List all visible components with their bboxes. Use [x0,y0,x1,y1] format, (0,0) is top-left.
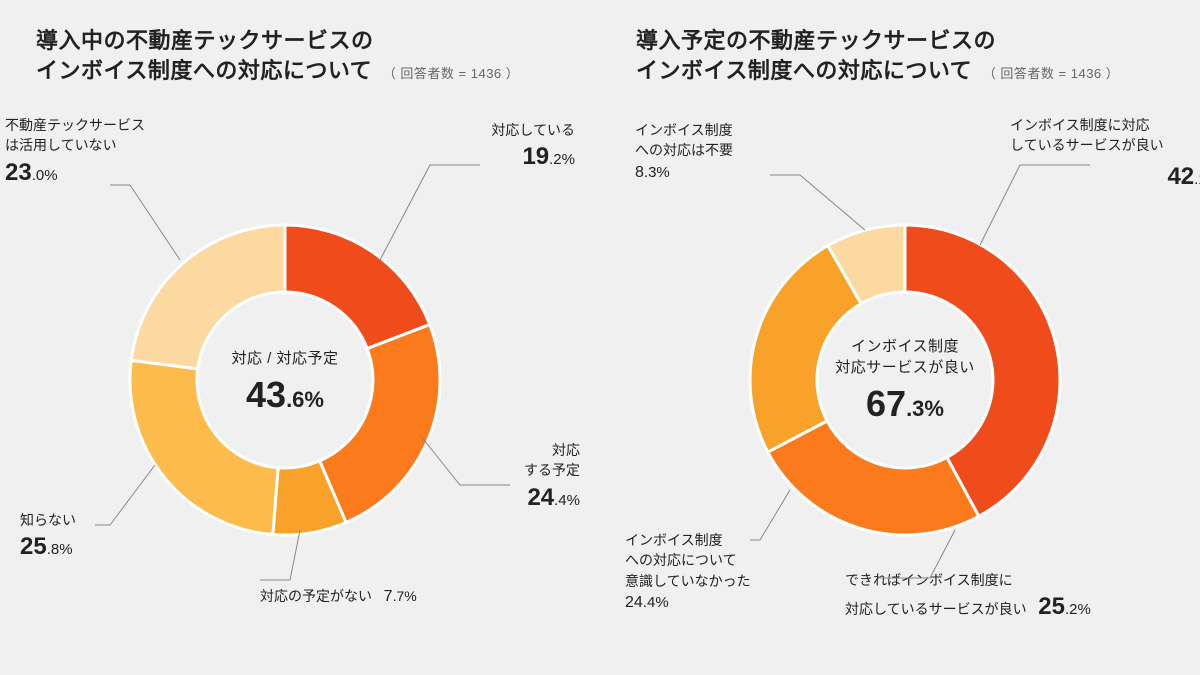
left-slice-4-dec: .0 [32,167,45,184]
donut-slice [768,421,979,535]
right-center-dec: .3 [906,396,924,421]
left-chart: 対応 / 対応予定 43.6% 対応している 19.2% 対応 する予定 [0,130,600,650]
right-title: 導入予定の不動産テックサービスの インボイス制度への対応について （ 回答者数 … [636,26,1119,85]
left-slice-3-label: 知らない 25.8% [20,510,170,565]
right-slice-3-sign: % [656,164,669,181]
left-title-line2-text: インボイス制度への対応について [36,58,372,83]
right-slice-0-pct: 42.1% [1010,160,1200,195]
left-slice-4-text-a: 不動産テックサービス [5,115,205,135]
right-center-pct: % [924,396,944,421]
right-slice-2-dec: .4 [643,594,656,611]
left-title: 導入中の不動産テックサービスの インボイス制度への対応について （ 回答者数 =… [36,26,519,85]
left-slice-0-pct: 19.2% [405,140,575,175]
right-center-top2: 対応サービスが良い [815,356,995,377]
left-slice-1-int: 24 [527,484,554,511]
left-title-line1: 導入中の不動産テックサービスの [36,26,519,56]
left-center-dec: .6 [286,387,304,412]
left-center-top: 対応 / 対応予定 [200,347,370,368]
left-slice-0-sign: % [562,151,575,168]
left-respondents: （ 回答者数 = 1436 ） [383,66,519,81]
right-slice-1-text-a: できればインボイス制度に [845,570,1200,590]
left-slice-0-label: 対応している 19.2% [405,120,575,175]
right-slice-2-text-c: 意識していなかった [625,571,805,591]
left-slice-3-int: 25 [20,533,47,560]
right-slice-2-text-a: インボイス制度 [625,530,805,550]
left-slice-1-dec: .4 [554,492,567,509]
page: 導入中の不動産テックサービスの インボイス制度への対応について （ 回答者数 =… [0,0,1200,675]
left-slice-3-dec: .8 [47,541,60,558]
donut-slice [285,225,430,349]
right-slice-0-int: 42 [1167,163,1194,190]
right-panel: 導入予定の不動産テックサービスの インボイス制度への対応について （ 回答者数 … [600,0,1200,675]
right-slice-0-text-a: インボイス制度に対応 [1010,115,1200,135]
left-slice-0-text: 対応している [405,120,575,140]
right-center-top1: インボイス制度 [815,335,995,356]
left-title-line2: インボイス制度への対応について （ 回答者数 = 1436 ） [36,56,519,86]
left-slice-2-int: 7 [384,588,393,605]
right-slice-3-text-b: への対応は不要 [635,140,795,160]
left-slice-2-dec: .7 [393,588,405,604]
left-slice-2-sign: % [404,588,416,604]
left-slice-1-pct: 24.4% [430,481,580,516]
left-slice-4-text-b: は活用していない [5,135,205,155]
right-chart: インボイス制度 対応サービスが良い 67.3% インボイス制度に対応 しているサ… [600,130,1200,650]
right-center-value: 67.3% [815,383,995,425]
right-slice-2-text-b: への対応について [625,550,805,570]
left-center-int: 43 [246,374,286,415]
right-slice-2-sign: % [655,594,668,611]
right-slice-2-label: インボイス制度 への対応について 意識していなかった 24.4% [625,530,805,614]
left-slice-4-int: 23 [5,159,32,186]
left-slice-4-label: 不動産テックサービス は活用していない 23.0% [5,115,205,190]
right-center-int: 67 [866,383,906,424]
right-slice-0-text-b: しているサービスが良い [1010,135,1200,155]
left-slice-4-sign: % [44,167,57,184]
left-center-pct: % [304,387,324,412]
left-slice-0-dec: .2 [549,151,562,168]
right-slice-1-int: 25 [1038,593,1065,620]
left-slice-0-int: 19 [522,143,549,170]
left-slice-2-label: 対応の予定がない 7.7% [260,585,560,608]
left-center-label: 対応 / 対応予定 43.6% [200,347,370,416]
right-respondents: （ 回答者数 = 1436 ） [983,66,1119,81]
right-slice-3-dec: .3 [644,164,657,181]
right-slice-1-dec: .2 [1065,601,1078,618]
left-slice-1-label: 対応 する予定 24.4% [430,440,580,515]
left-panel: 導入中の不動産テックサービスの インボイス制度への対応について （ 回答者数 =… [0,0,600,675]
left-slice-4-pct: 23.0% [5,156,205,191]
right-center-label: インボイス制度 対応サービスが良い 67.3% [815,335,995,425]
right-slice-0-label: インボイス制度に対応 しているサービスが良い 42.1% [1010,115,1200,194]
right-slice-1-text-b: 対応しているサービスが良い [845,601,1027,617]
left-slice-1-text-a: 対応 [430,440,580,460]
right-slice-0-dec: .1 [1194,171,1200,188]
right-title-line1: 導入予定の不動産テックサービスの [636,26,1119,56]
right-slice-3-pct: 8.3% [635,161,795,184]
left-slice-1-sign: % [567,492,580,509]
right-slice-2-int: 24 [625,594,643,611]
right-slice-1-label: できればインボイス制度に 対応しているサービスが良い 25.2% [845,570,1200,625]
left-center-value: 43.6% [200,374,370,416]
right-slice-3-int: 8 [635,164,644,181]
right-title-line2: インボイス制度への対応について （ 回答者数 = 1436 ） [636,56,1119,86]
right-slice-1-row: 対応しているサービスが良い 25.2% [845,590,1200,625]
left-slice-3-sign: % [59,541,72,558]
left-slice-1-text-b: する予定 [430,460,580,480]
right-title-line2-text: インボイス制度への対応について [636,58,972,83]
left-slice-3-text: 知らない [20,510,170,530]
right-slice-3-text-a: インボイス制度 [635,120,795,140]
right-slice-3-label: インボイス制度 への対応は不要 8.3% [635,120,795,184]
right-slice-1-sign: % [1077,601,1090,618]
left-slice-3-pct: 25.8% [20,530,170,565]
left-slice-2-text: 対応の予定がない [260,588,372,604]
right-slice-2-pct: 24.4% [625,591,805,614]
